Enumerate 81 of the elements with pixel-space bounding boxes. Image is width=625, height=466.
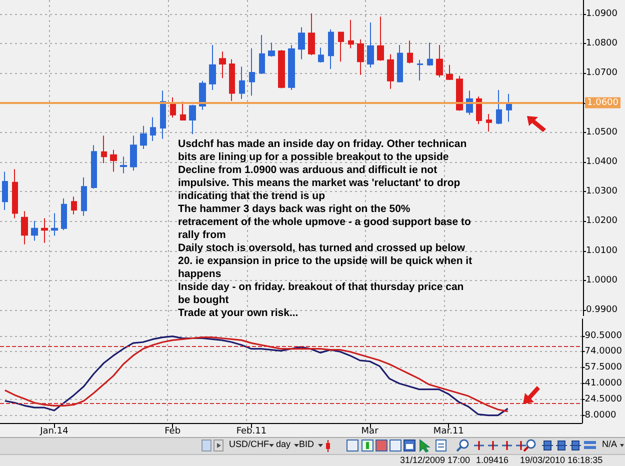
- candlestick: [170, 96, 176, 118]
- candlestick: [140, 125, 147, 150]
- y-tick-label: 1.0900: [586, 8, 618, 19]
- candlestick: [436, 44, 443, 78]
- candlestick: [2, 171, 8, 210]
- candlestick: [387, 54, 394, 90]
- candlestick: [486, 114, 492, 132]
- candlestick: [61, 198, 67, 231]
- candlestick: [506, 93, 512, 122]
- candlestick: [12, 168, 18, 219]
- candlestick: [229, 58, 235, 102]
- y-tick-label: 90.5000: [584, 330, 622, 341]
- y-tick-label: 1.0100: [586, 246, 618, 256]
- candlestick: [120, 156, 127, 174]
- text: 31/12/2009 17:00: [400, 455, 470, 465]
- x-tick-label: Mar.11: [433, 426, 464, 436]
- x-tick-label: Mar: [361, 426, 379, 436]
- candlestick: [81, 176, 87, 216]
- text: N/A: [602, 439, 618, 449]
- x-tick-label: Feb.11: [236, 426, 267, 436]
- text: 1.09416: [476, 455, 509, 465]
- y-tick-label: 1.0200: [586, 216, 618, 226]
- text: BID: [299, 439, 314, 449]
- candlestick: [328, 28, 334, 70]
- candlestick: [357, 38, 364, 76]
- y-tick-label: 1.0700: [586, 68, 618, 78]
- candlestick: [219, 51, 226, 79]
- y-tick-label: 74.0000: [584, 346, 622, 357]
- candlestick: [417, 59, 423, 82]
- candlestick: [456, 75, 463, 112]
- y-tick-label: 1.0400: [586, 157, 618, 167]
- ref-line-label: 1.0600: [587, 98, 619, 108]
- text: USD/CHF: [229, 439, 269, 449]
- candlestick: [278, 50, 285, 89]
- y-tick-label: 0.9900: [586, 305, 618, 316]
- candlestick: [476, 96, 482, 125]
- y-tick-label: 24.5000: [584, 394, 622, 404]
- candlestick: [377, 16, 384, 62]
- candlestick: [249, 48, 255, 96]
- candlestick: [209, 44, 216, 91]
- candlestick: [21, 210, 28, 245]
- candlestick: [446, 64, 453, 80]
- y-tick-label: 1.0500: [586, 127, 618, 138]
- candlestick: [51, 212, 58, 236]
- candlestick: [338, 31, 344, 62]
- candlestick: [150, 116, 156, 142]
- x-tick-label: Feb: [164, 426, 181, 436]
- candlestick: [268, 42, 275, 58]
- y-tick-label: 1.0000: [586, 275, 618, 286]
- candlestick: [160, 90, 166, 140]
- text: 19/03/2010 16:18:35: [520, 455, 603, 465]
- candlestick: [367, 22, 374, 68]
- candlestick: [288, 44, 295, 91]
- candlestick: [298, 26, 305, 60]
- candlestick: [348, 19, 354, 49]
- candlestick: [239, 66, 245, 100]
- candlestick: [308, 12, 315, 56]
- candlestick: [110, 149, 117, 172]
- y-tick-label: 8.0000: [584, 410, 617, 420]
- candlestick: [407, 40, 413, 64]
- candlestick: [41, 218, 48, 244]
- candlestick: [101, 135, 107, 164]
- candlestick: [397, 44, 403, 83]
- candlestick: [496, 90, 502, 125]
- y-tick-label: 57.5000: [584, 362, 622, 373]
- candlestick: [189, 104, 196, 135]
- candlestick: [91, 144, 97, 190]
- candlestick: [130, 135, 137, 172]
- candlestick: [71, 196, 77, 215]
- text: day: [276, 439, 291, 449]
- x-tick-label: Jan.14: [39, 426, 69, 436]
- y-tick-label: 1.0300: [586, 186, 618, 197]
- text: Usdchf has made an inside day on friday. Other technican bits are lining up for a possible breakout to the upside Decline from 1.0900 was arduous and difficult ie not impulsive. This means the market was 'reluctant' to drop indicating that the trend is up The hammer 3 days back was right on the 50% retracement of the whole upmove - a good support base to rally from Daily stoch is oversold, has turned and crossed up below 20. ie expansion in price to the upside will be quick when it happens Inside day - on friday. breakout of that thursday price can be bought Trade at your own risk...: [178, 138, 472, 319]
- y-tick-label: 1.0800: [586, 38, 618, 49]
- y-tick-label: 41.0000: [584, 378, 622, 389]
- candlestick: [180, 101, 186, 122]
- candlestick: [318, 47, 324, 63]
- candlestick: [31, 220, 38, 242]
- candlestick: [259, 34, 265, 75]
- candlestick: [199, 80, 206, 110]
- candlestick: [427, 42, 433, 66]
